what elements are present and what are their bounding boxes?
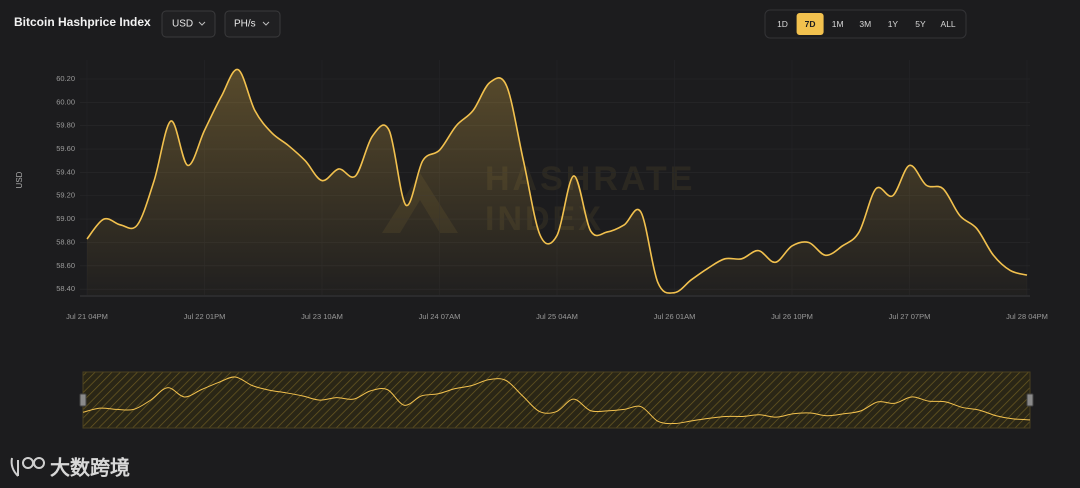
chevron — [198, 21, 206, 26]
navigator-handle[interactable] — [79, 393, 87, 407]
unit-dropdown[interactable] — [224, 10, 281, 38]
x-tick-label: Jul 24 07AM — [419, 312, 461, 321]
y-tick-label: 58.40 — [56, 284, 75, 293]
y-axis-label: USD — [15, 171, 24, 188]
logo-mark — [33, 457, 45, 469]
navigator[interactable] — [82, 371, 1031, 429]
area — [87, 69, 1027, 295]
currency-dropdown[interactable] — [161, 10, 216, 38]
range-button[interactable]: 7D — [805, 19, 816, 29]
x-tick-label: Jul 26 10PM — [771, 312, 813, 321]
x-tick-label: Jul 27 07PM — [889, 312, 931, 321]
x-tick-label: Jul 26 01AM — [654, 312, 696, 321]
brand-text: 大数跨境 — [50, 455, 130, 479]
x-tick-label: Jul 25 04AM — [536, 312, 578, 321]
x-tick-label: Jul 22 01PM — [184, 312, 226, 321]
page-title: Bitcoin Hashprice Index — [14, 15, 151, 29]
chevron — [262, 21, 270, 26]
range-button[interactable]: 1Y — [888, 19, 899, 29]
y-tick-label: 59.00 — [56, 214, 75, 223]
y-tick-label: 59.40 — [56, 167, 75, 176]
y-tick-label: 59.80 — [56, 121, 75, 130]
y-tick-label: 59.20 — [56, 191, 75, 200]
range-button[interactable]: 5Y — [915, 19, 926, 29]
logo-mark — [22, 457, 34, 469]
y-tick-label: 60.00 — [56, 97, 75, 106]
y-tick-label: 58.60 — [56, 261, 75, 270]
x-tick-label: Jul 21 04PM — [66, 312, 108, 321]
range-button[interactable]: ALL — [941, 19, 956, 29]
logo — [10, 457, 45, 477]
currency-label[interactable]: USD — [172, 19, 193, 30]
x-tick-label: Jul 23 10AM — [301, 312, 343, 321]
range-button[interactable]: 3M — [859, 19, 871, 29]
x-tick-label: Jul 28 04PM — [1006, 312, 1048, 321]
navigator-line — [82, 376, 1031, 425]
y-tick-label: 58.80 — [56, 237, 75, 246]
line — [86, 68, 1028, 294]
range-button[interactable]: 1D — [777, 19, 788, 29]
y-tick-label: 60.20 — [56, 74, 75, 83]
logo-mark — [10, 457, 19, 477]
range-button-active[interactable] — [796, 13, 824, 35]
range-button[interactable]: 1M — [832, 19, 844, 29]
y-tick-label: 59.60 — [56, 144, 75, 153]
navigator-handle[interactable] — [1026, 393, 1034, 407]
unit-label[interactable]: PH/s — [234, 19, 256, 30]
